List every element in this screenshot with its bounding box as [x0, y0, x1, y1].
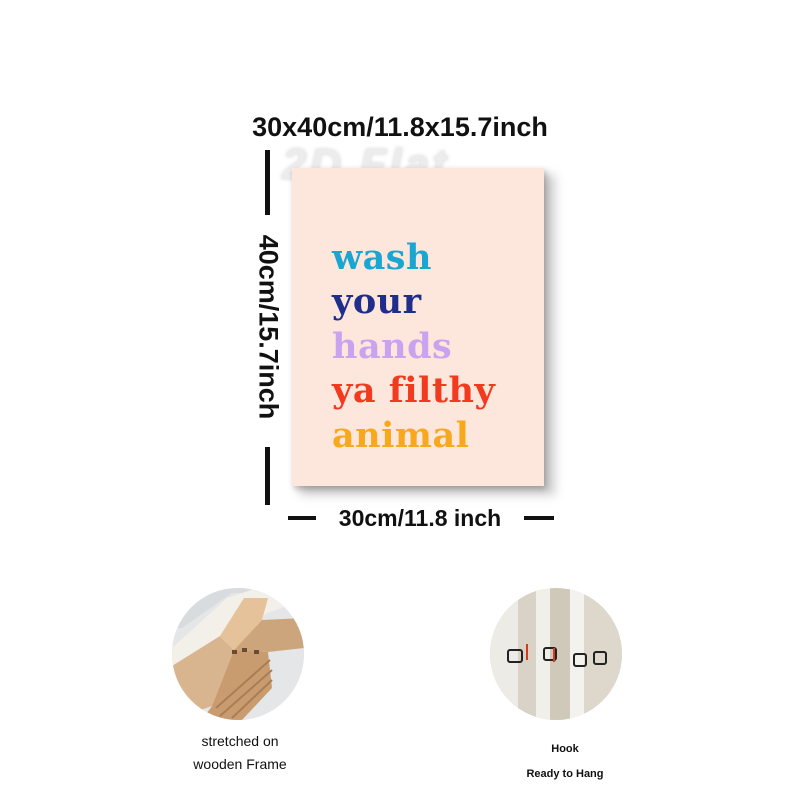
width-height-dimension-label: 30x40cm/11.8x15.7inch	[252, 112, 548, 142]
hook-caption: Hook Ready to Hang	[490, 737, 640, 788]
height-dimension-label: 40cm/15.7inch	[253, 234, 284, 420]
frame-caption-line-1: stretched on	[201, 733, 279, 749]
wooden-frame-photo	[172, 588, 304, 720]
poster-line-hands: hands	[332, 326, 453, 367]
frame-caption-line-2: wooden Frame	[193, 756, 287, 773]
poster: wash your hands ya filthy animal	[292, 168, 544, 486]
poster-line-ya-filthy: ya filthy	[332, 370, 496, 411]
height-dimension: 40cm/15.7inch	[250, 232, 286, 422]
hook-caption-line-1: Hook	[551, 743, 579, 755]
poster-line-wash: wash	[332, 237, 432, 278]
hook-caption-line-2: Ready to Hang	[526, 768, 604, 781]
left-dimension-tick-top	[265, 150, 270, 215]
frame-caption: stretched on wooden Frame	[150, 730, 330, 776]
bottom-dimension-tick-left	[288, 516, 316, 520]
hook-photo	[490, 588, 622, 720]
poster-line-animal: animal	[332, 415, 470, 456]
width-dimension-label: 30cm/11.8 inch	[338, 505, 502, 531]
wooden-frame-icon	[172, 588, 304, 720]
bottom-dimension-tick-right	[524, 516, 554, 520]
left-dimension-tick-bottom	[265, 447, 270, 505]
hook-icon	[490, 588, 622, 720]
poster-line-your: your	[332, 281, 422, 322]
